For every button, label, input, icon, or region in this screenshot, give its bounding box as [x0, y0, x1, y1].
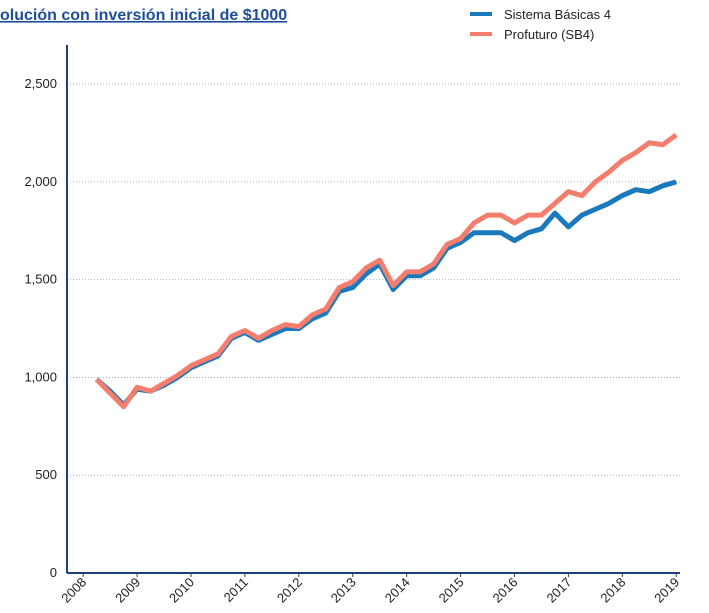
x-tick-label: 2019 [651, 575, 682, 606]
x-tick-label: 2014 [382, 575, 413, 606]
y-tick-label: 1,000 [24, 369, 57, 384]
x-tick-label: 2009 [112, 575, 143, 606]
x-tick-label: 2013 [328, 575, 359, 606]
x-tick-label: 2010 [166, 575, 197, 606]
legend-label: Profuturo (SB4) [504, 27, 594, 42]
x-tick-label: 2015 [436, 575, 467, 606]
x-tick-label: 2017 [543, 575, 574, 606]
x-tick-label: 2016 [490, 575, 521, 606]
x-tick-label: 2011 [221, 575, 251, 605]
y-tick-label: 0 [50, 565, 57, 580]
x-tick-label: 2012 [274, 575, 305, 606]
x-tick-label: 2008 [58, 575, 89, 606]
y-tick-label: 2,500 [24, 76, 57, 91]
series-line [94, 132, 678, 410]
y-tick-label: 1,500 [24, 272, 57, 287]
x-tick-label: 2018 [597, 575, 628, 606]
y-tick-label: 2,000 [24, 174, 57, 189]
legend-label: Sistema Básicas 4 [504, 7, 611, 22]
y-tick-label: 500 [35, 467, 57, 482]
chart-title: olución con inversión inicial de $1000 [0, 7, 287, 24]
